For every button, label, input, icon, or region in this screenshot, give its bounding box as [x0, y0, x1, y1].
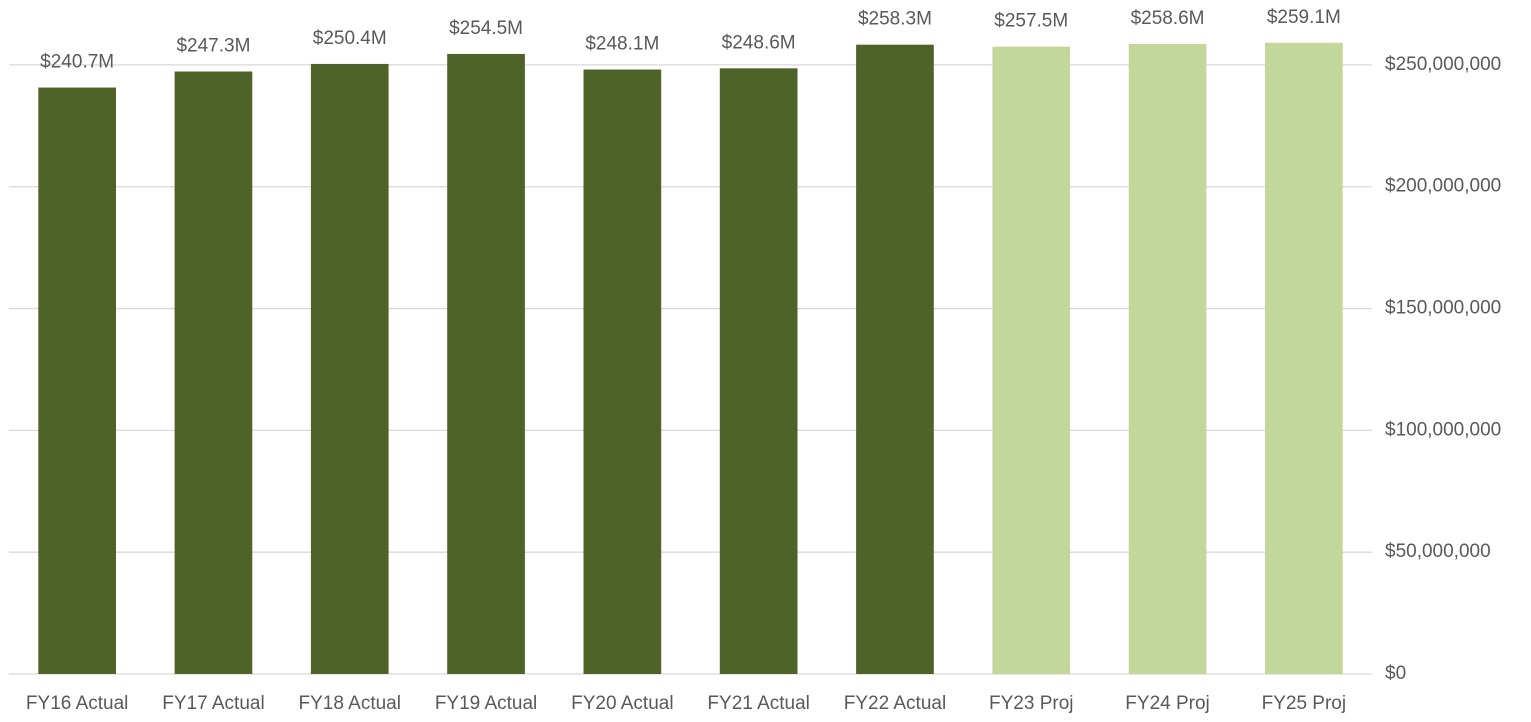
x-tick-label: FY20 Actual — [571, 693, 673, 714]
x-tick-label: FY18 Actual — [299, 693, 401, 714]
x-tick-label: FY17 Actual — [162, 693, 264, 714]
y-tick-label: $100,000,000 — [1385, 419, 1501, 440]
value-label: $250.4M — [313, 28, 387, 49]
bar — [38, 87, 116, 675]
bar — [583, 69, 662, 674]
y-tick-label: $250,000,000 — [1385, 54, 1501, 75]
x-tick-label: FY22 Actual — [844, 693, 946, 714]
y-tick-label: $0 — [1385, 663, 1406, 684]
bar — [719, 68, 798, 674]
x-tick-label: FY24 Proj — [1125, 693, 1209, 714]
value-label: $258.3M — [858, 9, 932, 30]
value-label: $248.1M — [585, 34, 659, 55]
y-tick-label: $50,000,000 — [1385, 541, 1491, 562]
value-label: $258.6M — [1131, 8, 1205, 29]
x-tick-label: FY25 Proj — [1262, 693, 1346, 714]
x-tick-label: FY19 Actual — [435, 693, 537, 714]
bar — [174, 71, 253, 674]
y-tick-label: $150,000,000 — [1385, 298, 1501, 319]
value-label: $259.1M — [1267, 7, 1341, 28]
x-tick-label: FY23 Proj — [989, 693, 1073, 714]
value-label: $254.5M — [449, 18, 523, 39]
bar — [310, 63, 389, 674]
value-label: $248.6M — [722, 32, 796, 53]
bar — [856, 44, 934, 675]
x-tick-label: FY21 Actual — [707, 693, 809, 714]
value-label: $257.5M — [994, 11, 1068, 32]
bar — [992, 46, 1071, 675]
bar — [1128, 43, 1207, 675]
value-label: $247.3M — [176, 36, 250, 57]
y-tick-label: $200,000,000 — [1385, 176, 1501, 197]
x-tick-label: FY16 Actual — [26, 693, 128, 714]
value-label: $240.7M — [40, 52, 114, 73]
bar — [1265, 42, 1343, 675]
bar — [447, 53, 525, 675]
